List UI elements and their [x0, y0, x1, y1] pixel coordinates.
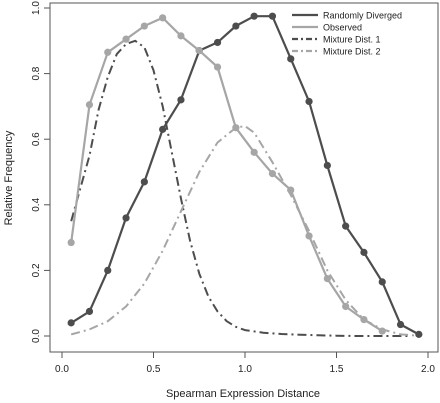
- data-point: [122, 214, 130, 222]
- legend-label: Randomly Diverged: [323, 11, 402, 21]
- y-tick-label: 0.4: [31, 197, 42, 211]
- data-point: [140, 178, 148, 186]
- data-point: [104, 48, 112, 56]
- x-axis: 0.0 0.5 1.0 1.5 2.0: [55, 351, 435, 375]
- series-line-mixture-dist-2: [70, 125, 419, 337]
- x-axis-label: Spearman Expression Distance: [166, 388, 320, 400]
- data-point: [67, 319, 75, 327]
- data-point: [305, 232, 313, 240]
- legend-label: Mixture Dist. 2: [323, 47, 381, 57]
- data-point: [323, 275, 331, 283]
- data-point: [287, 55, 295, 63]
- data-point: [85, 101, 94, 109]
- y-axis: 0.0 0.2 0.4 0.6 0.8 1.0: [31, 1, 51, 343]
- data-point: [85, 307, 94, 315]
- data-point: [232, 124, 240, 132]
- data-point: [268, 170, 277, 178]
- data-point: [177, 96, 185, 104]
- data-point: [140, 22, 148, 30]
- series-mixture-dist-2: [70, 125, 419, 337]
- series-line-randomly-diverged: [70, 15, 420, 336]
- x-tick-label: 1.5: [330, 364, 344, 375]
- data-point: [104, 266, 112, 274]
- y-tick-label: 0.8: [31, 66, 42, 80]
- data-point: [232, 22, 240, 30]
- y-tick-label: 0.6: [31, 132, 42, 146]
- y-tick-label: 0.2: [31, 263, 42, 277]
- x-tick-label: 0.5: [147, 364, 161, 375]
- data-point: [396, 320, 405, 329]
- data-point: [323, 161, 331, 170]
- data-point: [213, 63, 222, 71]
- series-mixture-dist-1: [70, 39, 410, 337]
- x-tick-label: 0.0: [55, 364, 69, 375]
- y-tick-label: 0.0: [31, 329, 42, 343]
- data-point: [250, 148, 258, 156]
- data-point: [360, 316, 368, 324]
- x-tick-label: 2.0: [421, 364, 435, 375]
- data-point: [195, 47, 203, 55]
- series-randomly-diverged: [67, 12, 423, 338]
- x-tick-label: 1.0: [238, 364, 252, 375]
- data-point: [268, 12, 277, 20]
- y-axis-label: Relative Frequency: [3, 130, 15, 225]
- series-observed: [67, 14, 386, 335]
- data-point: [360, 248, 368, 256]
- data-point: [250, 12, 258, 20]
- legend: Randomly Diverged Observed Mixture Dist. 1…: [292, 11, 402, 57]
- data-point: [177, 32, 185, 40]
- y-tick-label: 1.0: [31, 1, 42, 15]
- data-point: [159, 14, 167, 22]
- data-point: [305, 97, 313, 106]
- data-point: [342, 222, 350, 230]
- legend-label: Mixture Dist. 1: [323, 35, 381, 45]
- data-point: [415, 330, 423, 338]
- series-line-mixture-dist-1: [70, 39, 410, 337]
- data-point: [342, 302, 350, 311]
- data-point: [159, 125, 167, 133]
- data-point: [378, 327, 386, 335]
- data-point: [122, 35, 130, 43]
- legend-label: Observed: [323, 23, 362, 33]
- data-point: [67, 238, 75, 247]
- data-point: [213, 38, 222, 47]
- series-layer: [67, 12, 423, 338]
- series-line-observed: [70, 16, 383, 333]
- data-point: [378, 278, 386, 286]
- data-point: [287, 186, 295, 194]
